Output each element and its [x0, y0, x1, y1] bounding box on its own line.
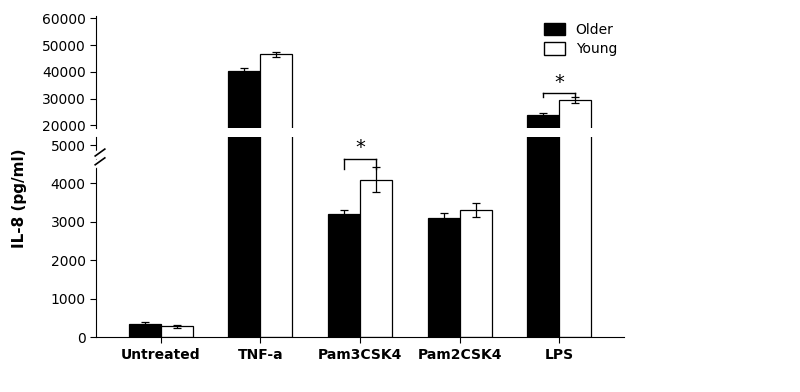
Bar [360, 168, 392, 179]
Bar [428, 218, 460, 337]
Bar [328, 214, 360, 337]
Bar [328, 170, 360, 179]
Legend: Older, Young: Older, Young [544, 23, 617, 56]
Bar [161, 327, 193, 337]
Bar [129, 178, 161, 179]
Bar [460, 211, 491, 337]
Text: *: * [554, 73, 564, 92]
Bar [129, 324, 161, 337]
Bar [527, 0, 559, 337]
Text: IL-8 (pg/ml): IL-8 (pg/ml) [13, 148, 27, 248]
Bar [360, 180, 392, 337]
Bar [428, 171, 460, 179]
Text: *: * [355, 138, 365, 157]
Bar [260, 0, 292, 337]
Bar [229, 71, 260, 179]
Bar [260, 54, 292, 179]
Bar [161, 178, 193, 179]
Bar [527, 114, 559, 179]
Bar [559, 100, 591, 179]
Bar [559, 0, 591, 337]
Bar [460, 170, 491, 179]
Bar [229, 0, 260, 337]
